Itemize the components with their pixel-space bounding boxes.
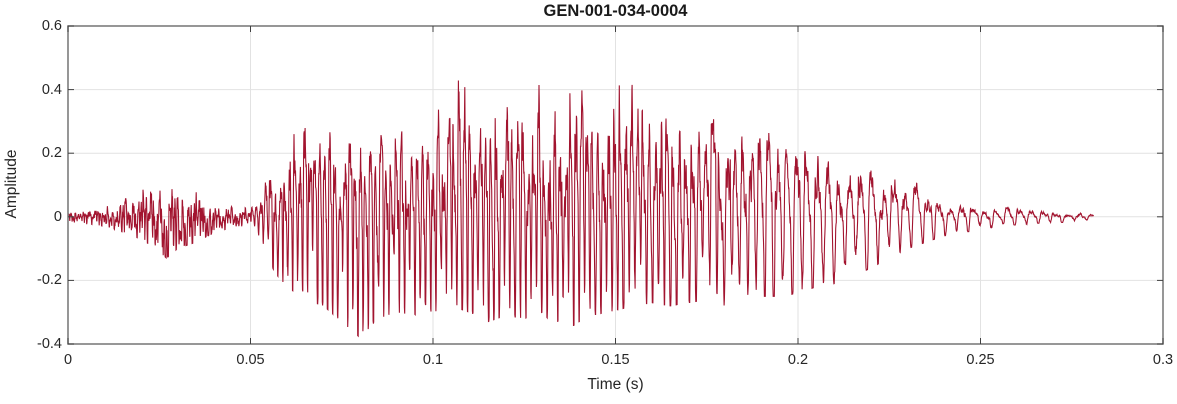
- y-tick-label-0.4: 0.4: [41, 81, 62, 98]
- x-tick-label-0.1: 0.1: [422, 352, 444, 368]
- y-tick-label-0.6: 0.6: [41, 18, 62, 34]
- x-tick-label-0: 0: [63, 352, 73, 368]
- x-axis-label: Time (s): [587, 376, 644, 393]
- y-tick-label--0.4: -0.4: [37, 336, 62, 352]
- x-tick-label-0.05: 0.05: [236, 352, 265, 368]
- y-tick-label-0: 0: [53, 208, 62, 225]
- waveform-line: [67, 80, 1094, 338]
- x-tick-label-0.2: 0.2: [787, 352, 809, 368]
- y-tick-label-0.2: 0.2: [41, 145, 62, 162]
- x-tick-label-0.15: 0.15: [601, 352, 630, 368]
- x-tick-label-0.3: 0.3: [1152, 352, 1174, 368]
- y-tick-label--0.2: -0.2: [37, 272, 62, 289]
- x-tick-label-0.25: 0.25: [966, 352, 995, 368]
- figure-title: GEN-001-034-0004: [543, 2, 688, 20]
